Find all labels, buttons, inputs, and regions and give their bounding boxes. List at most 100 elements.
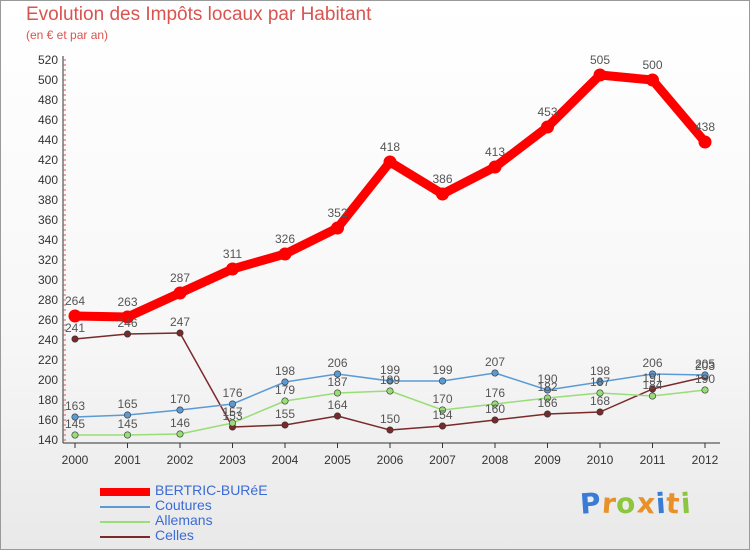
data-label: 500 xyxy=(642,58,662,72)
data-label: 198 xyxy=(590,364,610,378)
legend-swatch xyxy=(100,506,150,508)
y-tick-label: 520 xyxy=(38,53,58,67)
x-tick-label: 2005 xyxy=(324,453,351,467)
data-label: 166 xyxy=(537,396,557,410)
data-label: 190 xyxy=(695,372,715,386)
data-point xyxy=(281,421,289,429)
data-point xyxy=(491,416,499,424)
x-tick-label: 2002 xyxy=(167,453,194,467)
data-label: 505 xyxy=(590,53,610,67)
chart-subtitle: (en € et par an) xyxy=(26,28,109,42)
legend-item: BERTRIC-BURéE xyxy=(100,482,350,499)
logo-letter: i xyxy=(679,486,693,521)
data-point xyxy=(541,120,554,134)
data-point xyxy=(333,412,341,420)
legend-item: Allemans xyxy=(100,512,350,529)
y-tick-label: 280 xyxy=(38,293,58,307)
data-point xyxy=(71,413,79,421)
data-label: 150 xyxy=(380,412,400,426)
x-tick-label: 2004 xyxy=(272,453,299,467)
data-label: 326 xyxy=(275,232,295,246)
data-label: 179 xyxy=(275,383,295,397)
data-point xyxy=(124,411,132,419)
y-tick-label: 340 xyxy=(38,233,58,247)
data-label: 160 xyxy=(485,402,505,416)
series-lines xyxy=(68,68,712,439)
data-label: 311 xyxy=(223,247,242,261)
data-label: 145 xyxy=(117,417,137,431)
data-label: 145 xyxy=(65,417,85,431)
x-tick-label: 2011 xyxy=(640,453,666,467)
data-label: 206 xyxy=(642,356,662,370)
y-tick-label: 180 xyxy=(38,393,58,407)
data-label: 241 xyxy=(65,321,85,335)
x-tick-label: 2012 xyxy=(692,453,719,467)
y-tick-label: 300 xyxy=(38,273,58,287)
data-point xyxy=(333,389,341,397)
data-label: 187 xyxy=(590,375,610,389)
x-tick-label: 2001 xyxy=(114,453,141,467)
data-point xyxy=(333,370,341,378)
y-tick-label: 260 xyxy=(38,313,58,327)
x-tick-label: 2009 xyxy=(534,453,561,467)
y-tick-label: 240 xyxy=(38,333,58,347)
data-point xyxy=(491,369,499,377)
data-label: 189 xyxy=(380,373,400,387)
y-tick-label: 380 xyxy=(38,193,58,207)
y-tick-label: 320 xyxy=(38,253,58,267)
y-tick-label: 220 xyxy=(38,353,58,367)
logo-letter: o xyxy=(615,486,638,521)
data-point xyxy=(701,386,709,394)
data-point xyxy=(436,187,449,201)
data-point xyxy=(596,378,604,386)
data-label: 184 xyxy=(642,378,662,392)
data-label: 206 xyxy=(327,356,347,370)
data-label: 176 xyxy=(222,386,242,400)
legend-label: Coutures xyxy=(155,497,212,513)
data-label: 191 xyxy=(642,371,662,385)
legend: BERTRIC-BURéE Coutures Allemans Celles xyxy=(100,482,350,544)
data-label: 453 xyxy=(537,105,557,119)
data-label: 146 xyxy=(170,416,190,430)
x-tick-label: 2007 xyxy=(429,453,456,467)
data-point xyxy=(386,426,394,434)
data-point xyxy=(229,400,237,408)
data-label: 418 xyxy=(380,140,400,154)
y-tick-label: 140 xyxy=(38,433,58,447)
data-label: 155 xyxy=(275,407,295,421)
data-label: 199 xyxy=(432,363,452,377)
data-point xyxy=(176,329,184,337)
data-label: 386 xyxy=(432,172,452,186)
data-label: 246 xyxy=(117,316,137,330)
data-label: 198 xyxy=(275,364,295,378)
legend-label: Celles xyxy=(155,527,194,543)
data-label: 182 xyxy=(537,380,557,394)
data-point xyxy=(71,335,79,343)
legend-swatch xyxy=(100,521,150,523)
y-tick-label: 400 xyxy=(38,173,58,187)
data-point xyxy=(124,431,132,439)
data-label: 164 xyxy=(327,398,347,412)
data-label: 352 xyxy=(327,206,347,220)
data-label: 176 xyxy=(485,386,505,400)
data-point xyxy=(438,422,446,430)
data-point xyxy=(491,400,499,408)
data-point xyxy=(543,410,551,418)
x-tick-label: 2010 xyxy=(587,453,614,467)
y-tick-label: 200 xyxy=(38,373,58,387)
data-point xyxy=(281,397,289,405)
x-tick-label: 2000 xyxy=(62,453,89,467)
legend-swatch xyxy=(100,536,150,538)
logo-letter: P xyxy=(578,486,603,521)
y-tick-label: 160 xyxy=(38,413,58,427)
data-label: 287 xyxy=(170,271,190,285)
data-point xyxy=(648,385,656,393)
data-label: 438 xyxy=(695,120,715,134)
data-point xyxy=(648,370,656,378)
data-point xyxy=(281,378,289,386)
data-point xyxy=(121,310,134,324)
axes: 140 160 180 200 220 240 260 280 300 320 340 360 380 4… xyxy=(38,53,720,467)
data-label: 165 xyxy=(117,397,137,411)
